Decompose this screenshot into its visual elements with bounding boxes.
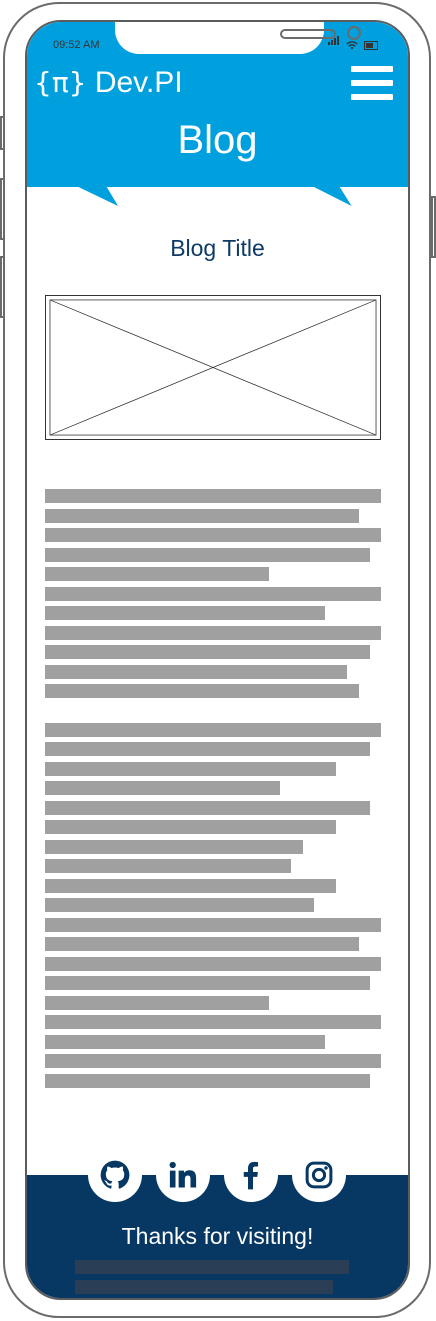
facebook-icon[interactable] xyxy=(224,1148,278,1202)
header-zigzag-edge xyxy=(27,162,408,206)
status-time: 09:52 AM xyxy=(53,39,100,51)
footer-placeholder-line xyxy=(75,1280,333,1294)
text-placeholder-line xyxy=(45,801,370,815)
logo-text: Dev.PI xyxy=(86,66,183,99)
wifi-icon xyxy=(346,41,358,50)
github-glyph xyxy=(100,1160,130,1189)
text-placeholder-line xyxy=(45,528,381,542)
phone-screen: 09:52 AM {π} Dev.PI Blog Blog Title xyxy=(25,20,410,1300)
status-icons xyxy=(328,36,378,50)
text-placeholder-line xyxy=(45,1035,325,1049)
speaker-grille xyxy=(280,29,336,39)
phone-notch xyxy=(115,22,361,54)
image-placeholder-icon xyxy=(45,295,381,440)
text-placeholder-line xyxy=(45,840,303,854)
signal-icon xyxy=(328,32,340,50)
instagram-glyph xyxy=(305,1161,333,1189)
footer-thanks-text: Thanks for visiting! xyxy=(121,1223,314,1249)
front-camera xyxy=(347,26,361,40)
phone-side-button xyxy=(0,116,5,150)
phone-volume-up-button xyxy=(0,178,5,240)
linkedin-icon[interactable] xyxy=(156,1148,210,1202)
text-placeholder-line xyxy=(45,859,291,873)
instagram-icon[interactable] xyxy=(292,1148,346,1202)
blog-title: Blog Title xyxy=(170,235,265,261)
text-placeholder-line xyxy=(45,996,269,1010)
phone-volume-down-button xyxy=(0,256,5,318)
github-icon[interactable] xyxy=(88,1148,142,1202)
text-placeholder-line xyxy=(45,587,381,601)
text-placeholder-line xyxy=(45,898,314,912)
linkedin-glyph xyxy=(169,1161,197,1188)
text-placeholder-line xyxy=(45,509,359,523)
battery-icon xyxy=(364,41,378,50)
page-title: Blog xyxy=(177,118,258,162)
text-placeholder-line xyxy=(45,781,280,795)
text-placeholder-line xyxy=(45,684,359,698)
text-placeholder-line xyxy=(45,606,325,620)
text-placeholder-line xyxy=(45,1015,381,1029)
site-footer xyxy=(27,1175,408,1298)
facebook-glyph xyxy=(243,1161,258,1190)
text-placeholder-line xyxy=(45,626,381,640)
text-placeholder-line xyxy=(45,937,359,951)
text-placeholder-line xyxy=(45,489,381,503)
footer-placeholder-line xyxy=(75,1260,349,1274)
text-placeholder-line xyxy=(45,723,381,737)
site-logo[interactable]: {π} Dev.PI xyxy=(34,66,183,100)
text-placeholder-line xyxy=(45,742,370,756)
text-placeholder-line xyxy=(45,665,347,679)
text-placeholder-line xyxy=(45,918,381,932)
text-placeholder-line xyxy=(45,645,370,659)
text-placeholder-line xyxy=(45,1054,381,1068)
text-placeholder-line xyxy=(45,762,336,776)
text-placeholder-line xyxy=(45,879,336,893)
text-placeholder-line xyxy=(45,1074,370,1088)
logo-symbol: {π} xyxy=(34,66,87,99)
text-placeholder-line xyxy=(45,567,269,581)
text-placeholder-line xyxy=(45,957,381,971)
text-placeholder-line xyxy=(45,820,336,834)
phone-power-button xyxy=(431,196,436,258)
hamburger-menu-icon[interactable] xyxy=(351,66,393,102)
text-placeholder-line xyxy=(45,976,370,990)
text-placeholder-line xyxy=(45,548,370,562)
